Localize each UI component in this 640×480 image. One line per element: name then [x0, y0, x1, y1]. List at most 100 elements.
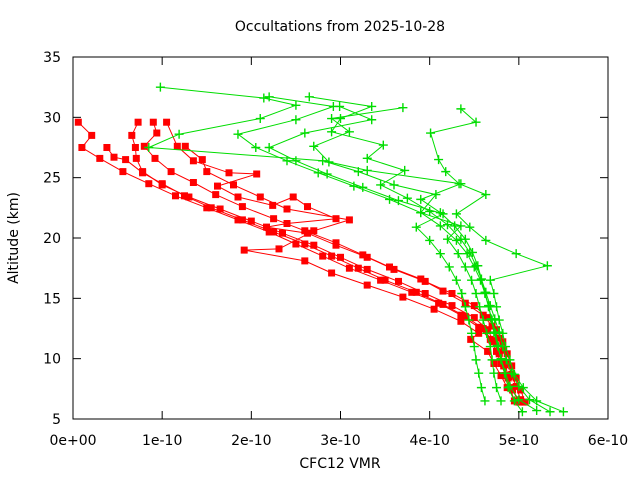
green-profile-1-marker — [451, 209, 461, 219]
green-profile-6-marker — [460, 302, 470, 312]
red-profile-2-marker — [363, 265, 371, 273]
green-profile-2-marker — [259, 93, 269, 103]
chart-title: Occultations from 2025-10-28 — [235, 19, 445, 35]
red-profile-2-marker — [484, 326, 492, 334]
green-profile-5-marker — [489, 327, 499, 337]
green-profile-4-marker — [489, 368, 499, 378]
red-profile-6-marker — [363, 281, 371, 289]
green-profile-5-marker — [496, 354, 506, 364]
red-profile-4-marker — [283, 220, 291, 227]
red-profile-4-marker — [304, 203, 311, 211]
red-profile-2-marker — [448, 302, 456, 310]
red-profile-6-marker — [399, 293, 407, 301]
red-profile-4-marker — [521, 398, 529, 406]
green-profile-4-marker — [264, 92, 274, 102]
red-profile-1-marker — [234, 216, 242, 224]
green-profile-2-marker — [291, 100, 301, 110]
green-profile-1-marker — [511, 249, 521, 259]
green-profile-1-marker — [558, 407, 568, 417]
green-profile-3-marker — [402, 193, 412, 203]
green-profile-6-marker — [469, 342, 479, 352]
green-profile-2-marker — [144, 143, 154, 152]
red-profile-5-marker — [501, 361, 509, 369]
green-profile-4-marker — [467, 275, 477, 285]
green-profile-5-marker — [500, 368, 510, 378]
red-profile-1-marker — [172, 192, 179, 200]
red-profile-6-marker — [430, 305, 438, 313]
red-profile-6-marker — [240, 246, 248, 254]
green-profile-6-marker — [467, 328, 477, 338]
red-profile-2-marker — [337, 253, 344, 261]
red-profile-6-marker — [230, 181, 237, 189]
green-profile-4-marker — [416, 208, 426, 218]
green-profile-2-marker — [318, 156, 328, 166]
red-profile-3-marker — [417, 275, 425, 283]
red-profile-6-line — [184, 145, 508, 388]
red-profile-5-marker — [207, 204, 215, 212]
red-profile-6-marker — [484, 347, 492, 355]
green-profile-3-marker — [362, 153, 372, 163]
red-profile-2-marker — [132, 154, 140, 162]
red-profile-6-marker — [467, 335, 475, 343]
x-tick-label: 4e-10 — [409, 433, 449, 449]
red-profile-4-marker — [499, 338, 507, 346]
green-profile-4-marker — [460, 262, 470, 272]
red-profile-1-marker — [119, 168, 127, 176]
green-profile-3-marker — [498, 342, 508, 352]
plot-area: 0e+00 1e-10 2e-10 3e-10 4e-10 5e-10 6e-10 5 10 15… — [43, 50, 628, 449]
red-profile-5-marker — [439, 300, 447, 308]
red-profile-4-marker — [225, 169, 233, 177]
red-profile-3-marker — [149, 118, 157, 126]
red-profile-4-marker — [493, 326, 500, 334]
green-profile-5-marker — [480, 287, 490, 297]
green-profile-1-marker — [492, 302, 502, 312]
red-profile-5-marker — [461, 312, 469, 320]
green-profile-4-marker — [485, 342, 495, 352]
red-profile-4-marker — [363, 253, 371, 261]
green-profile-1-marker — [441, 167, 451, 177]
green-profile-5-marker — [309, 141, 319, 151]
green-profile-5-marker — [532, 406, 542, 416]
green-profile-3-marker — [545, 407, 555, 417]
green-profile-4-marker — [282, 156, 292, 166]
green-profile-4-marker — [313, 168, 323, 178]
red-profile-1-marker — [265, 228, 273, 236]
red-profile-4-marker — [189, 157, 197, 165]
red-profile-2-marker — [279, 229, 286, 237]
red-profile-1-marker — [88, 131, 96, 139]
red-profile-5-marker — [488, 337, 496, 345]
red-profile-4-marker — [263, 223, 270, 231]
red-profile-5-marker — [238, 216, 246, 224]
x-tick-label: 6e-10 — [588, 433, 628, 449]
red-profile-1-marker — [292, 240, 300, 248]
green-profile-2-marker — [389, 180, 399, 190]
green-profile-4-marker — [475, 302, 485, 312]
green-profile-6-marker — [444, 262, 454, 272]
green-profile-5-marker — [514, 395, 524, 405]
green-profile-3-marker — [327, 127, 337, 137]
green-profile-4-marker — [487, 355, 497, 365]
y-tick-label: 35 — [43, 50, 61, 66]
green-profile-5-marker — [416, 194, 426, 204]
red-profile-6-marker — [275, 245, 283, 253]
green-profile-6-marker — [476, 383, 486, 393]
green-profile-5-marker — [484, 301, 494, 311]
green-profile-5-marker — [505, 381, 515, 391]
red-profile-4-marker — [253, 170, 261, 178]
green-profile-4-marker — [471, 289, 481, 299]
red-profile-4-marker — [332, 215, 340, 223]
red-profile-1-marker — [435, 299, 443, 307]
green-profile-3-marker — [425, 206, 435, 216]
red-profile-3-marker — [167, 168, 175, 176]
plot-border — [72, 56, 609, 420]
green-profile-6-marker — [471, 355, 481, 365]
red-profile-6-marker — [457, 317, 465, 325]
y-tick-label: 15 — [43, 291, 61, 307]
red-profile-5-marker — [479, 325, 487, 332]
green-profile-1-marker — [489, 289, 499, 299]
green-profile-5-marker — [460, 234, 470, 244]
red-profile-1-marker — [96, 154, 104, 162]
red-profile-1-marker — [408, 288, 416, 296]
green-profile-3-marker — [304, 92, 314, 102]
red-profile-2-marker — [216, 205, 224, 213]
